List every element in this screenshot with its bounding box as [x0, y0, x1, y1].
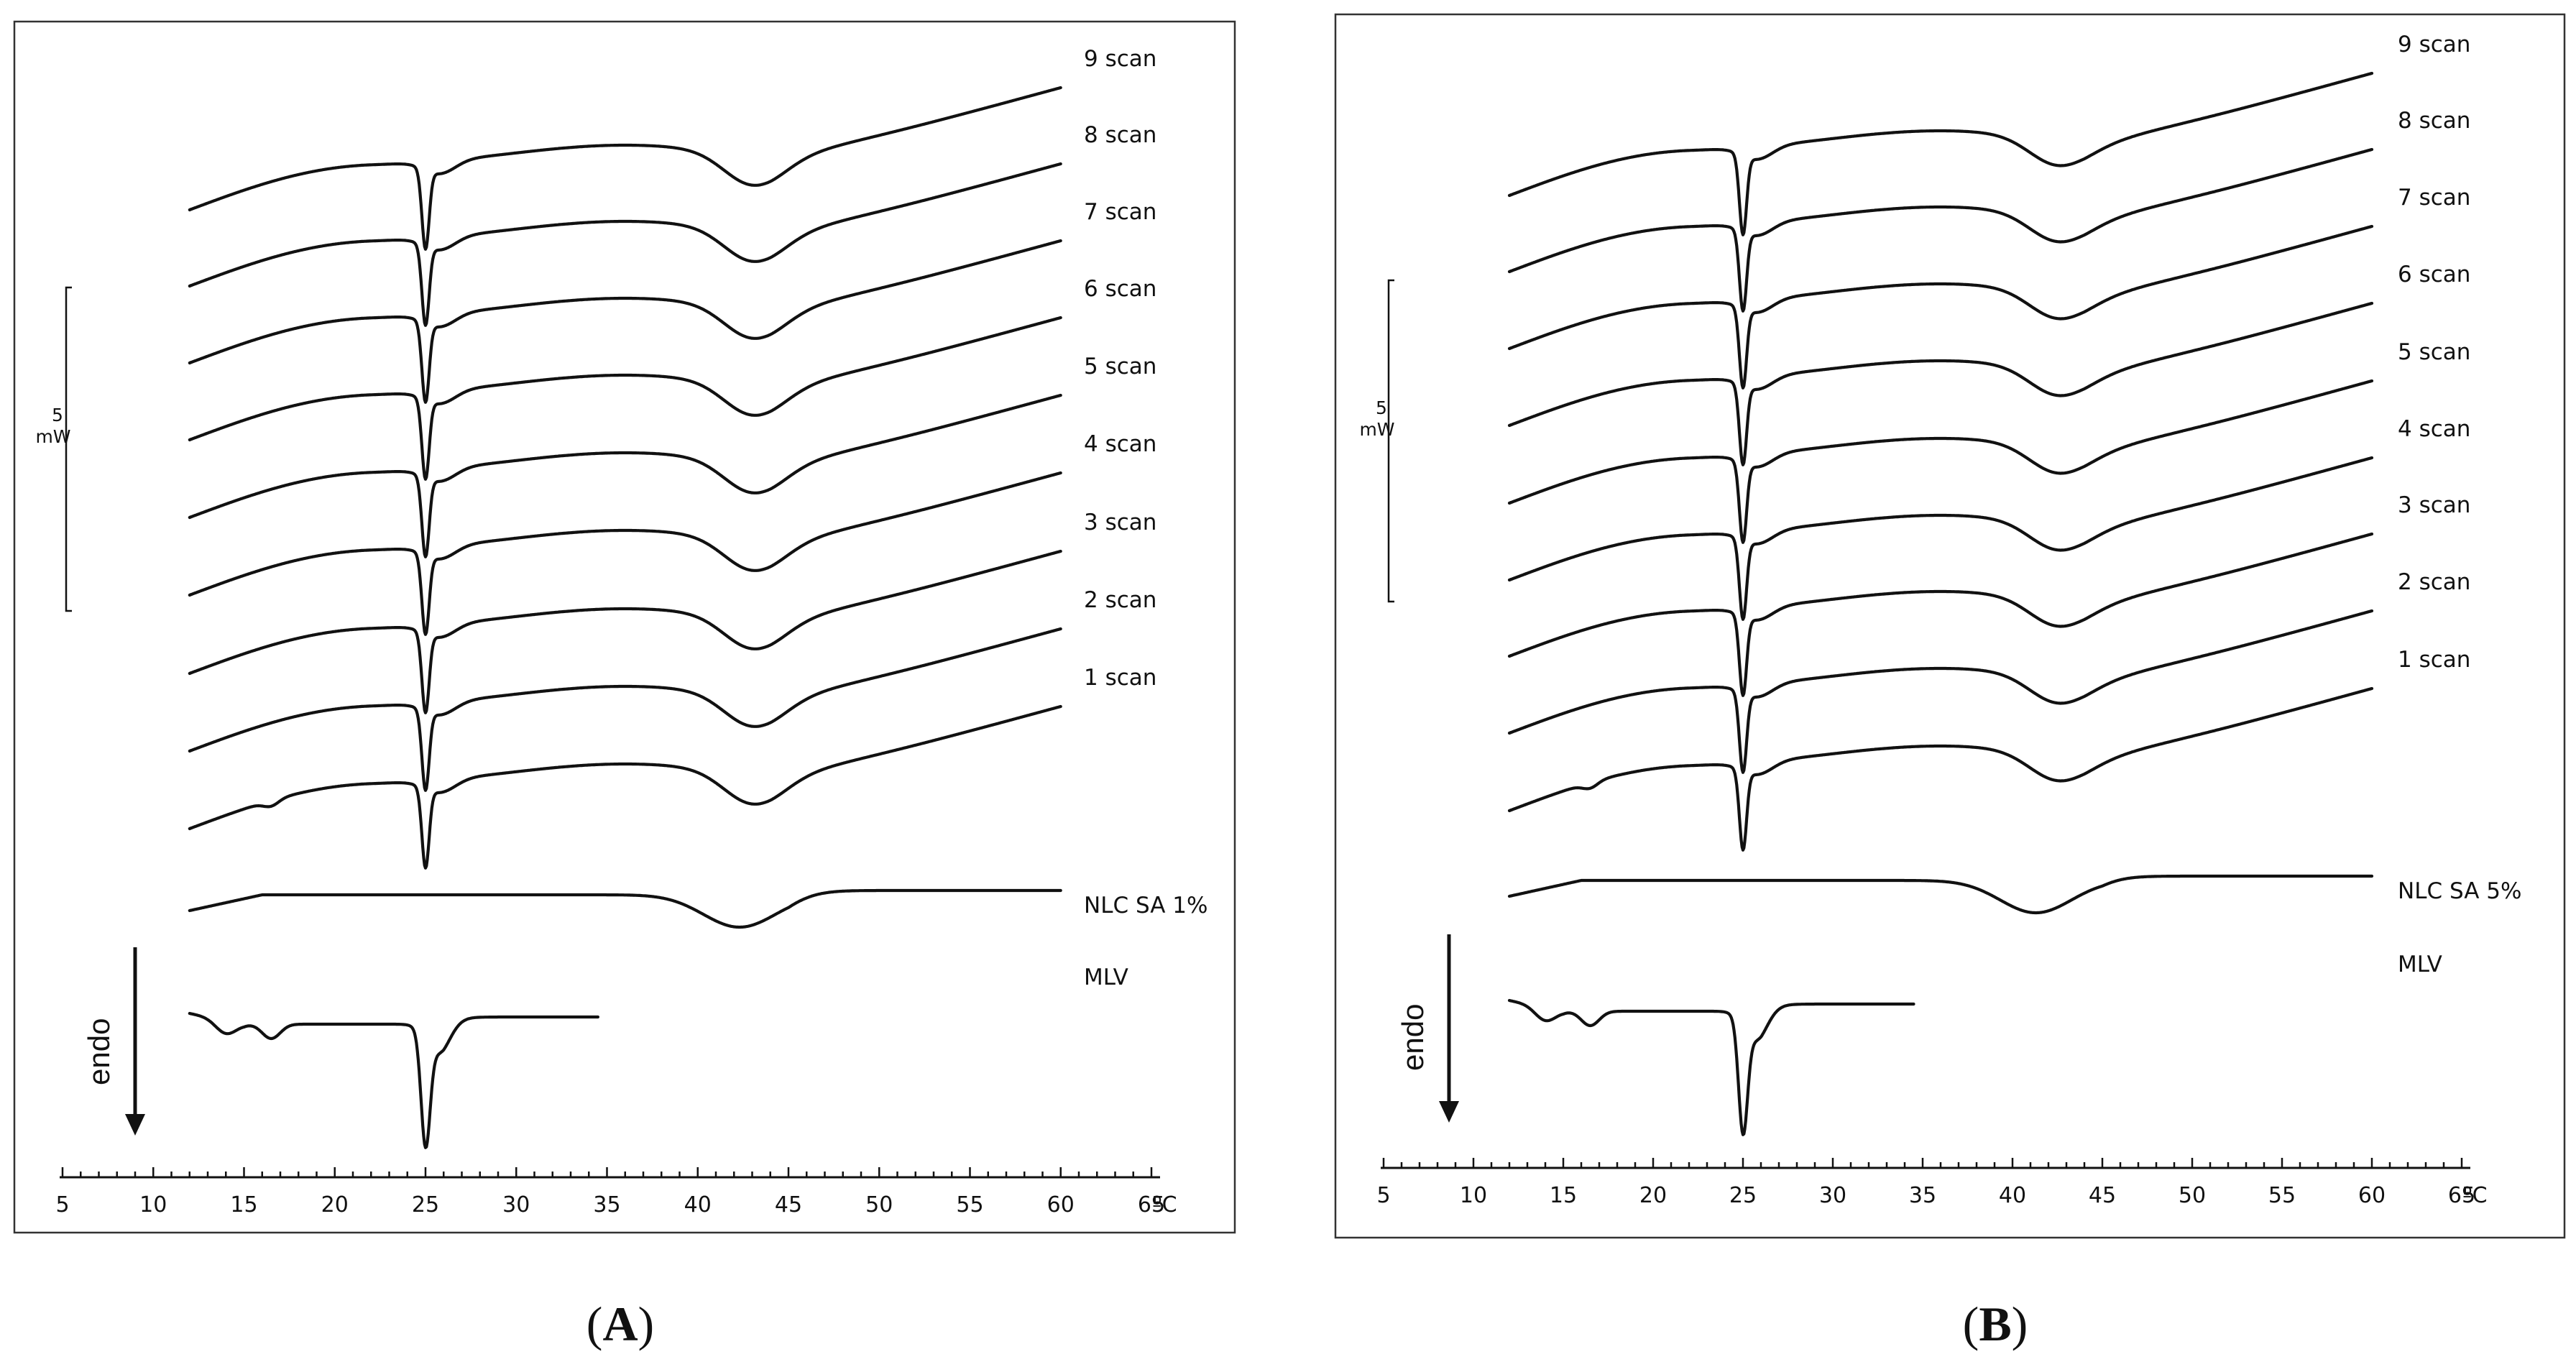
series-curve-7 — [1507, 532, 2374, 697]
series-label: 8 scan — [1084, 122, 1156, 148]
panel-letter: (A) — [586, 1297, 654, 1351]
x-tick-label: 5 — [55, 1192, 69, 1218]
series-label: 9 scan — [1084, 46, 1156, 72]
series-label: 8 scan — [2398, 108, 2470, 134]
series-curve-4 — [1507, 301, 2374, 466]
x-tick-label: 50 — [2179, 1183, 2206, 1208]
series-curve-8 — [188, 627, 1062, 792]
scale-bar-value: 5 — [1376, 397, 1387, 418]
x-tick-label: 55 — [2268, 1183, 2296, 1208]
series-label: 6 scan — [1084, 276, 1156, 302]
series-curve-5 — [1507, 379, 2374, 544]
scale-bar-value: 5 — [52, 405, 63, 425]
series-curve-6 — [188, 471, 1062, 636]
series-curve-8 — [1507, 609, 2374, 774]
x-tick-label: 60 — [1047, 1192, 1075, 1218]
series-label: MLV — [2398, 952, 2442, 977]
panel-frame — [1334, 13, 2566, 1239]
x-tick-label: 20 — [1639, 1183, 1667, 1208]
x-tick-label: 10 — [1460, 1183, 1487, 1208]
series-curve-6 — [1507, 456, 2374, 621]
series-label: NLC SA 1% — [1084, 893, 1208, 919]
x-tick-label: 65 — [1138, 1192, 1165, 1218]
scale-bar-unit: mW — [35, 426, 70, 447]
x-tick-label: 30 — [502, 1192, 530, 1218]
x-tick-label: 55 — [956, 1192, 983, 1218]
panel-letter-close-paren: ) — [638, 1297, 655, 1351]
panel-letter-text: B — [1979, 1297, 2011, 1351]
x-tick-label: 65 — [2448, 1183, 2475, 1208]
series-label: 5 scan — [2398, 339, 2470, 365]
panel-letter-open-paren: ( — [1963, 1297, 1979, 1351]
endo-arrow-head — [1439, 1101, 1459, 1123]
series-label: 1 scan — [1084, 665, 1156, 691]
scale-bar-unit: mW — [1359, 419, 1394, 440]
series-curve-3 — [188, 239, 1062, 404]
x-tick-label: 45 — [775, 1192, 802, 1218]
series-curve-5 — [188, 393, 1062, 558]
series-label: 9 scan — [2398, 32, 2470, 57]
x-tick-label: 45 — [2089, 1183, 2116, 1208]
scale-bar — [65, 286, 72, 612]
series-label: 3 scan — [1084, 510, 1156, 535]
series-label: 2 scan — [1084, 587, 1156, 613]
panel-frame — [13, 20, 1236, 1234]
series-curve-9 — [1507, 686, 2374, 852]
series-label: 4 scan — [1084, 431, 1156, 457]
series-label: 7 scan — [1084, 199, 1156, 225]
series-curve-1 — [188, 86, 1062, 251]
series-curve-10 — [1507, 874, 2374, 915]
panel-letter: (B) — [1963, 1297, 2028, 1351]
series-label: 2 scan — [2398, 569, 2470, 595]
x-tick-label: 15 — [1550, 1183, 1577, 1208]
x-tick-label: 40 — [684, 1192, 712, 1218]
series-curve-11 — [1507, 998, 1915, 1136]
series-label: 5 scan — [1084, 354, 1156, 379]
x-tick-label: 10 — [139, 1192, 167, 1218]
x-tick-label: 35 — [1909, 1183, 1936, 1208]
x-tick-label: 50 — [865, 1192, 893, 1218]
series-curve-9 — [188, 704, 1062, 870]
x-tick-label: 30 — [1819, 1183, 1846, 1208]
x-axis-unit: ºC — [1151, 1192, 1177, 1218]
x-axis-unit: ºC — [2462, 1183, 2487, 1208]
x-tick-label: 35 — [593, 1192, 620, 1218]
x-tick-label: 15 — [230, 1192, 257, 1218]
x-tick-label: 40 — [1999, 1183, 2026, 1208]
panel-letter-close-paren: ) — [2012, 1297, 2028, 1351]
scale-bar — [1387, 279, 1394, 603]
x-tick-label: 20 — [321, 1192, 349, 1218]
panel-letter-open-paren: ( — [586, 1297, 603, 1351]
endo-label: endo — [1396, 1004, 1430, 1071]
series-curve-2 — [1507, 147, 2374, 313]
series-curve-3 — [1507, 224, 2374, 390]
x-tick-label: 60 — [2358, 1183, 2386, 1208]
x-tick-label: 25 — [1729, 1183, 1757, 1208]
panel-letter-text: A — [602, 1297, 638, 1351]
series-curve-10 — [188, 888, 1062, 929]
x-tick-label: 25 — [412, 1192, 439, 1218]
series-label: 7 scan — [2398, 185, 2470, 211]
series-curve-4 — [188, 316, 1062, 481]
series-curve-11 — [188, 1011, 599, 1149]
series-label: 6 scan — [2398, 262, 2470, 287]
series-label: 4 scan — [2398, 416, 2470, 442]
x-tick-label: 5 — [1376, 1183, 1390, 1208]
series-label: NLC SA 5% — [2398, 878, 2521, 904]
endo-arrow-head — [125, 1114, 145, 1136]
series-curve-1 — [1507, 71, 2374, 236]
series-label: 3 scan — [2398, 492, 2470, 518]
series-label: MLV — [1084, 965, 1128, 990]
series-curve-7 — [188, 549, 1062, 714]
endo-label: endo — [82, 1018, 116, 1085]
series-label: 1 scan — [2398, 647, 2470, 673]
series-curve-2 — [188, 162, 1062, 327]
